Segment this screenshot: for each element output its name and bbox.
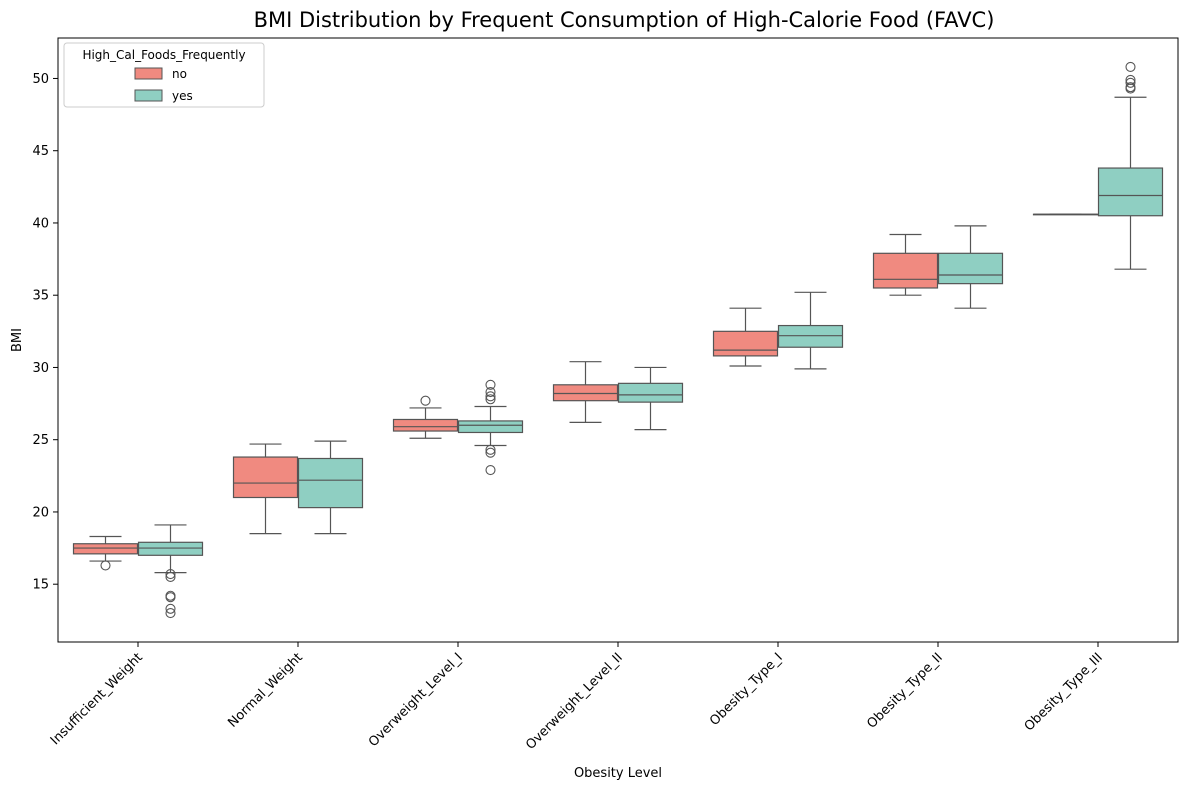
box-no-Obesity_Type_II (872, 233, 939, 296)
legend-label-no: no (172, 67, 187, 81)
plot-area (57, 37, 1179, 643)
y-tick-label-50: 50 (32, 72, 49, 87)
box-iqr (232, 456, 299, 499)
box-yes-Overweight_Level_I (457, 379, 524, 476)
box-yes-Overweight_Level_II (617, 366, 684, 431)
x-tick-label-Overweight_Level_I: Overweight_Level_I (366, 650, 466, 750)
box-no-Overweight_Level_I (392, 395, 459, 439)
box-iqr (457, 420, 524, 434)
outlier-point (485, 386, 496, 398)
box-no-Obesity_Type_III (1032, 213, 1099, 216)
box-iqr (137, 541, 204, 556)
x-axis-title: Obesity Level (574, 766, 662, 781)
outlier-point (1125, 83, 1136, 94)
plot-frame (57, 37, 1179, 643)
box-iqr (617, 382, 684, 403)
box-iqr (777, 324, 844, 348)
box-iqr (937, 252, 1004, 285)
x-tick-label-Obesity_Type_I: Obesity_Type_I (707, 650, 786, 729)
outlier-point (485, 379, 496, 390)
outlier-point (485, 444, 496, 455)
outlier-point (165, 571, 176, 583)
box-yes-Obesity_Type_II (937, 225, 1004, 309)
outlier-point (1125, 77, 1136, 88)
outlier-point (485, 394, 496, 405)
y-axis-title: BMI (10, 328, 25, 352)
boxes-layer (72, 61, 1164, 619)
x-tick-label-Insufficient_Weight: Insufficient_Weight (48, 650, 146, 748)
outlier-point (165, 608, 176, 619)
y-tick-label-20: 20 (32, 505, 49, 520)
y-tick-label-15: 15 (32, 578, 49, 593)
legend-swatch-no (134, 67, 163, 80)
x-tick-label-Obesity_Type_III: Obesity_Type_III (1022, 650, 1106, 734)
box-yes-Obesity_Type_I (777, 291, 844, 370)
box-no-Overweight_Level_II (552, 361, 619, 423)
outlier-point (165, 569, 176, 580)
legend-title: High_Cal_Foods_Frequently (82, 48, 245, 62)
box-iqr (552, 384, 619, 402)
y-tick-label-25: 25 (32, 433, 49, 448)
y-tick-label-30: 30 (32, 361, 49, 376)
outlier-point (165, 603, 176, 614)
box-iqr (392, 418, 459, 432)
x-tick-label-Obesity_Type_II: Obesity_Type_II (864, 650, 945, 731)
outlier-point (1125, 61, 1136, 72)
legend-frame (63, 42, 265, 108)
outlier-point (420, 395, 431, 406)
y-axis: 15 20 25 30 35 40 45 50 (32, 72, 58, 593)
box-yes-Normal_Weight (297, 440, 364, 535)
legend-label-yes: yes (172, 89, 193, 103)
box-no-Insufficient_Weight (72, 535, 139, 571)
legend-swatch-yes (134, 89, 163, 102)
box-iqr (297, 457, 364, 509)
x-tick-label-Normal_Weight: Normal_Weight (225, 650, 305, 730)
box-yes-Insufficient_Weight (137, 524, 204, 619)
outlier-point (485, 464, 496, 476)
box-iqr (712, 330, 779, 357)
outlier-point (485, 391, 496, 402)
y-tick-label-40: 40 (32, 216, 49, 231)
outlier-point (485, 447, 496, 458)
box-iqr (872, 252, 939, 289)
box-iqr (72, 543, 139, 555)
outlier-point (100, 560, 111, 571)
chart-title: BMI Distribution by Frequent Consumption… (254, 8, 995, 32)
outlier-point (165, 592, 176, 603)
box-no-Normal_Weight (232, 443, 299, 535)
legend: High_Cal_Foods_Frequently no yes (63, 42, 265, 108)
y-tick-label-45: 45 (32, 144, 49, 159)
box-no-Obesity_Type_I (712, 307, 779, 367)
y-tick-label-35: 35 (32, 289, 49, 304)
box-iqr (1097, 167, 1164, 217)
x-tick-label-Overweight_Level_II: Overweight_Level_II (523, 650, 626, 753)
box-yes-Obesity_Type_III (1097, 61, 1164, 270)
x-axis: Insufficient_Weight Normal_Weight Overweig… (48, 642, 1106, 753)
